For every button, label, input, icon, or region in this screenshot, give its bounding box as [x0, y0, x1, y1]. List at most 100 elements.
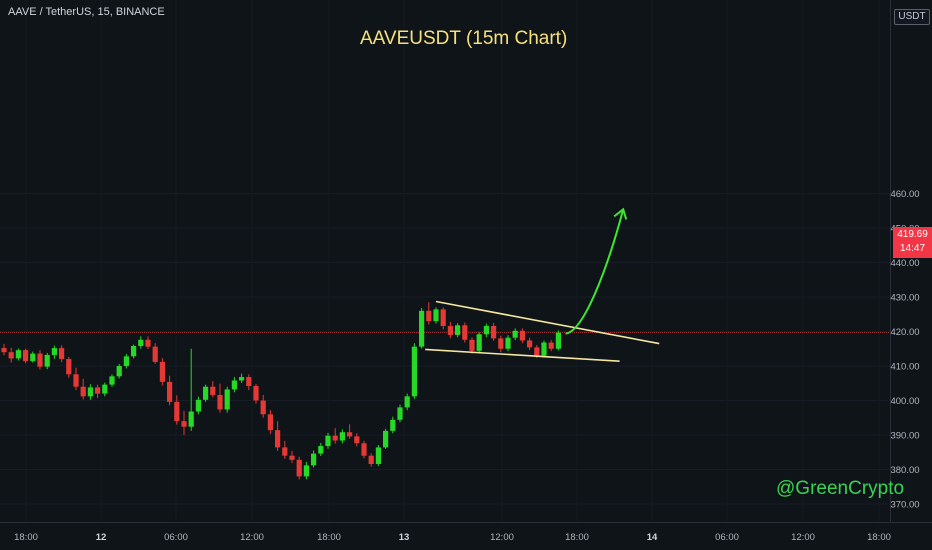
- candle-body: [131, 345, 137, 357]
- candle-body: [239, 377, 245, 381]
- candle: [131, 344, 137, 359]
- candle: [347, 424, 353, 439]
- candle-body: [167, 381, 173, 402]
- candle: [303, 461, 309, 480]
- candle-body: [30, 353, 36, 362]
- candle-body: [80, 386, 86, 397]
- candle: [116, 363, 122, 379]
- candle-body: [476, 334, 482, 351]
- candle-body: [174, 401, 180, 422]
- annotations: [425, 207, 660, 362]
- candle: [419, 308, 425, 349]
- candle: [44, 352, 50, 370]
- candle: [383, 428, 389, 449]
- candle-body: [332, 435, 338, 441]
- candle: [239, 373, 245, 383]
- candle: [411, 343, 417, 399]
- candle: [498, 335, 504, 353]
- chart-title: AAVEUSDT (15m Chart): [360, 28, 568, 49]
- candle: [455, 323, 461, 338]
- candle-body: [296, 459, 302, 477]
- candle-body: [51, 348, 57, 355]
- candle-body: [491, 325, 497, 339]
- watermark-text: @GreenCrypto: [776, 478, 905, 499]
- candle-body: [375, 447, 381, 464]
- candle: [296, 456, 302, 480]
- time-tick-label: 06:00: [164, 532, 188, 543]
- candle-body: [303, 465, 309, 477]
- candle: [181, 410, 187, 435]
- candle-body: [253, 386, 259, 401]
- currency-button[interactable]: USDT: [894, 9, 930, 25]
- candle-body: [275, 430, 281, 448]
- candle: [267, 410, 273, 434]
- price-tick-label: 430.00: [890, 293, 919, 304]
- candle: [224, 386, 230, 413]
- time-tick-label: 14: [647, 532, 658, 543]
- candle: [231, 377, 237, 393]
- candle-body: [95, 387, 101, 394]
- candle: [354, 433, 360, 447]
- candle-body: [534, 347, 540, 356]
- candle: [275, 421, 281, 451]
- time-tick-label: 12: [96, 532, 107, 543]
- lower-trendline[interactable]: [425, 348, 620, 362]
- candle: [440, 307, 446, 330]
- candles: [1, 302, 561, 480]
- candle: [203, 384, 209, 402]
- candle: [339, 429, 345, 444]
- candle-body: [102, 384, 108, 394]
- candle-body: [246, 377, 252, 387]
- candle: [59, 345, 65, 363]
- time-axis[interactable]: 18:00 12 06:00 12:00 18:00 13 12:00 18:00 14 06:0…: [14, 532, 891, 543]
- candle: [462, 322, 468, 343]
- candle: [145, 336, 151, 350]
- time-tick-label: 13: [399, 532, 410, 543]
- candle: [404, 393, 410, 411]
- candle-body: [555, 332, 561, 349]
- candle-body: [1, 348, 7, 353]
- candle: [8, 347, 14, 363]
- candle-body: [289, 455, 295, 460]
- candle: [541, 340, 547, 358]
- projection-arrow[interactable]: [565, 209, 625, 335]
- candle: [167, 375, 173, 406]
- candle: [73, 367, 79, 391]
- candle: [375, 445, 381, 467]
- candle: [66, 357, 72, 378]
- candle: [318, 442, 324, 457]
- candle-body: [44, 354, 50, 367]
- candle: [102, 382, 108, 397]
- last-price-value: 419.69: [897, 229, 928, 240]
- candle-body: [541, 342, 547, 356]
- candle: [37, 350, 43, 370]
- candle-body: [455, 325, 461, 335]
- candle-body: [145, 339, 151, 347]
- candle-body: [152, 346, 158, 362]
- candle: [159, 358, 165, 386]
- candle-body: [483, 325, 489, 335]
- candle-body: [519, 330, 525, 341]
- candle: [174, 395, 180, 425]
- candle-body: [498, 338, 504, 349]
- candle-body: [325, 435, 331, 447]
- candle-body: [267, 414, 273, 431]
- candle-body: [397, 407, 403, 420]
- price-tick-label: 390.00: [890, 431, 919, 442]
- candle-body: [347, 432, 353, 437]
- candle-body: [512, 330, 518, 338]
- candle-body: [138, 339, 144, 346]
- candle: [505, 335, 511, 352]
- price-tick-label: 440.00: [890, 258, 919, 269]
- candle-body: [181, 421, 187, 427]
- candle-body: [469, 339, 475, 351]
- upper-trendline[interactable]: [435, 300, 660, 345]
- candle-body: [123, 356, 129, 366]
- symbol-label[interactable]: AAVE / TetherUS, 15, BINANCE: [8, 6, 165, 18]
- candle-body: [231, 380, 237, 390]
- time-tick-label: 12:00: [490, 532, 514, 543]
- candle-body: [390, 419, 396, 431]
- candle: [1, 343, 7, 356]
